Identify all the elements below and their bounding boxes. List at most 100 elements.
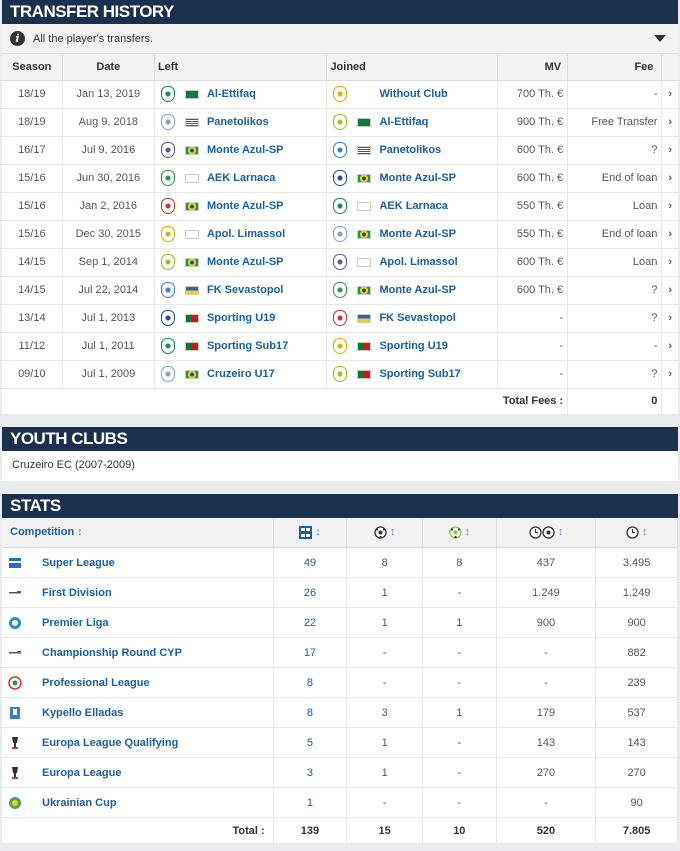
- club-crest-icon[interactable]: [160, 310, 175, 326]
- collapse-caret-icon[interactable]: [654, 35, 666, 42]
- appearances-link[interactable]: 49: [303, 556, 317, 569]
- col-goals[interactable]: ↕: [346, 517, 423, 548]
- col-minutes-played[interactable]: ↕: [595, 517, 678, 548]
- transfer-detail-chevron-icon[interactable]: ›: [661, 164, 678, 193]
- competition-link[interactable]: Super League: [42, 556, 115, 569]
- transfer-row[interactable]: 14/15 Jul 22, 2014 FK Sevastopol Monte Azul…: [2, 276, 678, 305]
- transfer-joined-club-cell: Without Club: [326, 80, 498, 109]
- col-assists[interactable]: ↕: [422, 517, 497, 548]
- stats-row: Super League 49 8 8 437 3.495: [2, 547, 678, 578]
- transfer-row[interactable]: 18/19 Jan 13, 2019 Al-Ettifaq Without Club 7…: [2, 80, 678, 109]
- transfer-joined-club-link[interactable]: Al-Ettifaq: [379, 116, 429, 128]
- transfer-joined-club-link[interactable]: Panetolikos: [379, 144, 442, 156]
- transfer-detail-chevron-icon[interactable]: ›: [661, 192, 678, 221]
- transfer-left-club-link[interactable]: Monte Azul-SP: [206, 200, 284, 212]
- stats-competition-cell: First Division: [2, 577, 274, 608]
- col-competition[interactable]: Competition ↕: [2, 517, 274, 548]
- transfer-joined-club-link[interactable]: Monte Azul-SP: [379, 284, 457, 296]
- transfer-market-value: 600 Th. €: [497, 276, 569, 305]
- transfer-detail-chevron-icon[interactable]: ›: [661, 304, 678, 333]
- club-crest-icon[interactable]: [333, 170, 348, 186]
- club-crest-icon[interactable]: [160, 114, 175, 130]
- club-crest-icon[interactable]: [333, 310, 348, 326]
- transfer-left-club-link[interactable]: FK Sevastopol: [206, 284, 284, 296]
- transfer-joined-club-cell: Apol. Limassol: [326, 248, 498, 277]
- transfer-left-club-link[interactable]: Monte Azul-SP: [206, 144, 284, 156]
- transfer-left-club-link[interactable]: Al-Ettifaq: [206, 88, 256, 100]
- competition-link[interactable]: Professional League: [42, 676, 150, 689]
- transfer-row[interactable]: 14/15 Sep 1, 2014 Monte Azul-SP Apol. Limas…: [2, 248, 678, 277]
- transfer-joined-club-link[interactable]: Monte Azul-SP: [379, 228, 457, 240]
- transfer-row[interactable]: 11/12 Jul 1, 2011 Sporting Sub17 Sporting U…: [2, 332, 678, 361]
- transfer-joined-club-link[interactable]: Sporting U19: [379, 340, 448, 352]
- transfer-info-bar[interactable]: i All the player's transfers.: [2, 24, 678, 54]
- transfer-joined-club-link[interactable]: FK Sevastopol: [379, 312, 456, 324]
- transfer-row[interactable]: 09/10 Jul 1, 2009 Cruzeiro U17 Sporting Sub…: [2, 360, 678, 389]
- club-crest-icon[interactable]: [160, 198, 175, 214]
- col-appearances[interactable]: ↕: [273, 517, 348, 548]
- competition-link[interactable]: Championship Round CYP: [42, 646, 182, 659]
- club-crest-icon[interactable]: [160, 282, 175, 298]
- competition-link[interactable]: Europa League: [42, 766, 122, 779]
- transfer-left-club-link[interactable]: Panetolikos: [206, 116, 269, 128]
- transfer-row[interactable]: 16/17 Jul 9, 2016 Monte Azul-SP Panetolikos…: [2, 136, 678, 165]
- competition-link[interactable]: Ukrainian Cup: [42, 796, 117, 809]
- appearances-link[interactable]: 8: [306, 706, 314, 719]
- transfer-joined-club-link[interactable]: Sporting Sub17: [379, 368, 461, 380]
- competition-link[interactable]: Kypello Elladas: [42, 706, 124, 719]
- transfer-row[interactable]: 13/14 Jul 1, 2013 Sporting U19 FK Sevastopo…: [2, 304, 678, 333]
- transfer-row[interactable]: 15/16 Jan 2, 2016 Monte Azul-SP AEK Larnaca…: [2, 192, 678, 221]
- club-crest-icon[interactable]: [160, 366, 175, 382]
- club-crest-icon[interactable]: [160, 142, 175, 158]
- transfer-left-club-link[interactable]: Sporting Sub17: [206, 340, 289, 352]
- col-minutes-per-goal[interactable]: ↕: [496, 517, 597, 548]
- stats-appearances: 8: [273, 667, 348, 698]
- club-crest-icon[interactable]: [333, 142, 348, 158]
- appearances-link[interactable]: 5: [306, 736, 314, 749]
- transfer-detail-chevron-icon[interactable]: ›: [661, 136, 678, 165]
- transfer-left-club-link[interactable]: Cruzeiro U17: [206, 368, 275, 380]
- transfer-row[interactable]: 15/16 Dec 30, 2015 Apol. Limassol Monte Azu…: [2, 220, 678, 249]
- competition-link[interactable]: First Division: [42, 586, 112, 599]
- appearances-link[interactable]: 1: [306, 796, 314, 809]
- transfer-detail-chevron-icon[interactable]: ›: [661, 332, 678, 361]
- appearances-link[interactable]: 26: [303, 586, 317, 599]
- transfer-left-club-link[interactable]: Sporting U19: [206, 312, 276, 324]
- club-crest-icon[interactable]: [160, 170, 175, 186]
- appearances-link[interactable]: 8: [306, 676, 314, 689]
- stats-goals: 1: [346, 607, 423, 638]
- country-flag-icon: [357, 369, 372, 379]
- transfer-joined-club-link[interactable]: Apol. Limassol: [379, 256, 458, 268]
- club-crest-icon[interactable]: [160, 86, 175, 102]
- transfer-detail-chevron-icon[interactable]: ›: [661, 276, 678, 305]
- club-crest-icon[interactable]: [333, 254, 348, 270]
- transfer-row[interactable]: 18/19 Aug 9, 2018 Panetolikos Al-Ettifaq 900…: [2, 108, 678, 137]
- transfer-detail-chevron-icon[interactable]: ›: [661, 108, 678, 137]
- transfer-detail-chevron-icon[interactable]: ›: [661, 80, 678, 109]
- competition-link[interactable]: Europa League Qualifying: [42, 736, 179, 749]
- appearances-link[interactable]: 22: [303, 616, 317, 629]
- transfer-detail-chevron-icon[interactable]: ›: [661, 360, 678, 389]
- club-crest-icon[interactable]: [333, 198, 348, 214]
- club-crest-icon[interactable]: [160, 338, 175, 354]
- appearances-link[interactable]: 17: [303, 646, 317, 659]
- club-crest-icon[interactable]: [333, 226, 348, 242]
- transfer-joined-club-link[interactable]: Without Club: [379, 88, 448, 100]
- transfer-left-club-link[interactable]: AEK Larnaca: [206, 172, 276, 184]
- competition-link[interactable]: Premier Liga: [42, 616, 109, 629]
- club-crest-icon[interactable]: [333, 366, 348, 382]
- transfer-joined-club-link[interactable]: AEK Larnaca: [379, 200, 448, 212]
- transfer-joined-club-link[interactable]: Monte Azul-SP: [379, 172, 457, 184]
- transfer-row[interactable]: 15/16 Jun 30, 2016 AEK Larnaca Monte Azul-S…: [2, 164, 678, 193]
- club-crest-icon[interactable]: [333, 86, 348, 102]
- club-crest-icon[interactable]: [333, 114, 348, 130]
- appearances-link[interactable]: 3: [306, 766, 314, 779]
- club-crest-icon[interactable]: [160, 254, 175, 270]
- club-crest-icon[interactable]: [333, 338, 348, 354]
- transfer-left-club-link[interactable]: Monte Azul-SP: [206, 256, 284, 268]
- transfer-detail-chevron-icon[interactable]: ›: [661, 248, 678, 277]
- club-crest-icon[interactable]: [333, 282, 348, 298]
- transfer-detail-chevron-icon[interactable]: ›: [661, 220, 678, 249]
- club-crest-icon[interactable]: [160, 226, 175, 242]
- transfer-left-club-link[interactable]: Apol. Limassol: [206, 228, 286, 240]
